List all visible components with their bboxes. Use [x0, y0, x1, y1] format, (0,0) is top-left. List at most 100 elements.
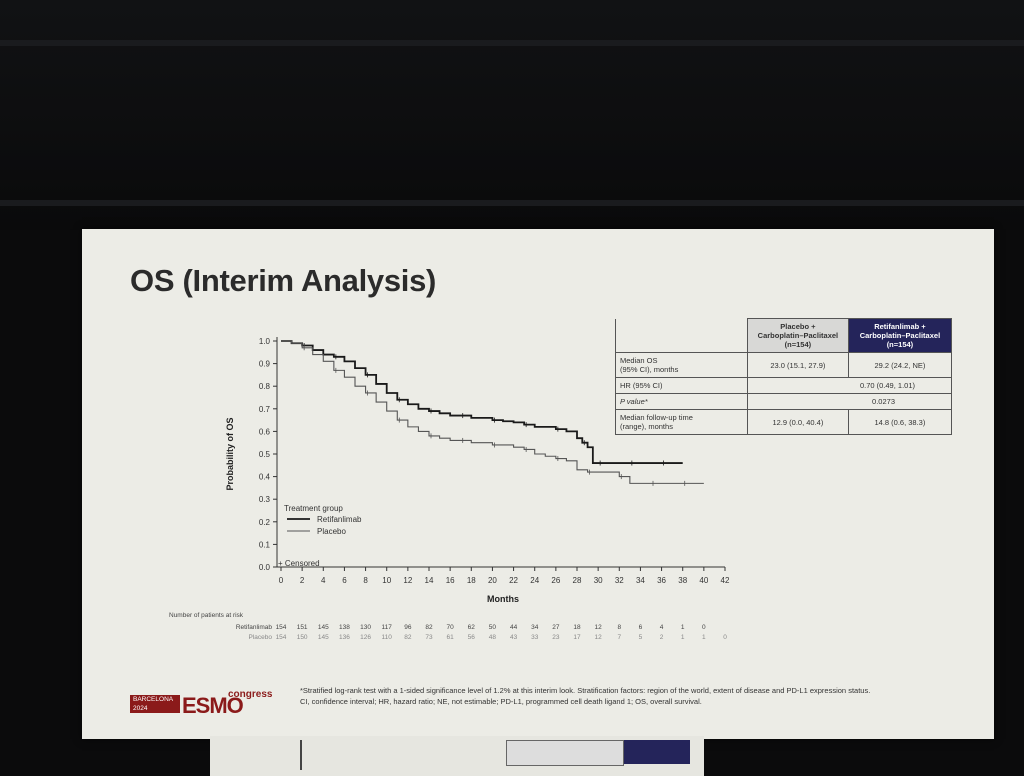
km-chart: 0.00.10.20.30.40.50.60.70.80.91.00 2 4 6 8 10…: [169, 337, 730, 641]
risk-value: 130: [360, 624, 371, 631]
logo-brand: ESMO: [182, 693, 244, 718]
footnote-line: CI, confidence interval; HR, hazard rati…: [300, 697, 702, 706]
risk-value: 43: [510, 634, 518, 641]
logo-year: 2024: [133, 705, 148, 712]
next-slide-preview: [210, 736, 704, 776]
risk-value: 82: [425, 624, 433, 631]
km-curve-retifanlimab: [281, 340, 683, 464]
legend-label: Placebo: [317, 527, 346, 536]
risk-value: 110: [382, 634, 393, 641]
value-retifanlimab: 29.2 (24.2, NE): [847, 352, 953, 378]
risk-value: 1: [702, 634, 706, 641]
x-tick-label: 20: [488, 576, 497, 585]
risk-value: 27: [552, 624, 560, 631]
legend-title: Treatment group: [284, 504, 343, 513]
risk-value: 136: [339, 634, 350, 641]
risk-value: 61: [447, 634, 455, 641]
risk-value: 154: [276, 634, 287, 641]
value-placebo: 23.0 (15.1, 27.9): [746, 352, 849, 378]
stats-table: Placebo + Carboplatin–Paclitaxel (n=154)…: [615, 318, 953, 435]
value-hr: 0.70 (0.49, 1.01): [746, 377, 953, 394]
risk-value: 17: [573, 634, 581, 641]
risk-value: 12: [595, 624, 603, 631]
stage-truss: [0, 200, 1024, 206]
y-tick-label: 0.1: [259, 540, 271, 549]
x-tick-label: 16: [446, 576, 455, 585]
risk-value: 96: [404, 624, 412, 631]
row-label: HR (95% CI): [615, 377, 748, 394]
x-tick-label: 34: [636, 576, 645, 585]
label-line: (range), months: [620, 422, 673, 431]
x-tick-label: 22: [509, 576, 518, 585]
hdr-line: (n=154): [886, 340, 914, 349]
risk-value: 154: [276, 624, 287, 631]
risk-value: 70: [447, 624, 455, 631]
risk-value: 145: [318, 624, 329, 631]
x-tick-label: 4: [321, 576, 326, 585]
risk-value: 150: [297, 634, 308, 641]
y-tick-label: 0.6: [259, 427, 271, 436]
risk-value: 151: [297, 624, 308, 631]
y-tick-label: 0.7: [259, 405, 271, 414]
risk-value: 6: [639, 624, 643, 631]
x-tick-label: 2: [300, 576, 305, 585]
risk-value: 138: [339, 624, 350, 631]
y-tick-label: 0.4: [259, 473, 271, 482]
km-curve-placebo: [281, 340, 704, 484]
logo-city: BARCELONA: [133, 696, 174, 703]
x-tick-label: 12: [403, 576, 412, 585]
risk-value: 2: [660, 634, 664, 641]
stats-row-hr: HR (95% CI) 0.70 (0.49, 1.01): [615, 377, 953, 394]
y-tick-label: 0.5: [259, 450, 271, 459]
risk-value: 73: [425, 634, 433, 641]
x-tick-label: 32: [615, 576, 624, 585]
hdr-line: Carboplatin–Paclitaxel: [859, 331, 941, 340]
value-retifanlimab: 14.8 (0.6, 38.3): [847, 409, 953, 435]
y-tick-label: 0.9: [259, 360, 271, 369]
slide-title: OS (Interim Analysis): [130, 263, 437, 298]
censored-label: + Censored: [278, 559, 320, 568]
label-line: Median follow-up time: [620, 413, 693, 422]
footnote-line: *Stratified log-rank test with a 1-sided…: [300, 686, 871, 695]
risk-value: 117: [382, 624, 393, 631]
logo-suffix: congress: [228, 689, 273, 700]
risk-value: 7: [617, 634, 621, 641]
preview-table-header: [624, 740, 690, 764]
logo-city-box: BARCELONA 2024: [130, 695, 180, 713]
stage-background: [0, 0, 1024, 230]
x-tick-label: 14: [425, 576, 434, 585]
x-tick-label: 30: [594, 576, 603, 585]
x-tick-label: 6: [342, 576, 347, 585]
stats-header-placebo: Placebo + Carboplatin–Paclitaxel (n=154): [746, 318, 849, 353]
risk-value: 0: [723, 634, 727, 641]
hdr-line: Carboplatin–Paclitaxel: [757, 331, 839, 340]
y-tick-label: 0.3: [259, 495, 271, 504]
risk-value: 34: [531, 624, 539, 631]
label-line: Median OS: [620, 356, 658, 365]
value-placebo: 12.9 (0.0, 40.4): [746, 409, 849, 435]
y-axis-title: Probability of OS: [225, 417, 235, 490]
risk-value: 56: [468, 634, 476, 641]
y-tick-label: 0.2: [259, 518, 271, 527]
risk-value: 8: [617, 624, 621, 631]
x-tick-label: 38: [678, 576, 687, 585]
x-tick-label: 36: [657, 576, 666, 585]
risk-value: 33: [531, 634, 539, 641]
risk-row-label: Retifanlimab: [236, 624, 273, 631]
risk-row-label: Placebo: [249, 634, 273, 641]
risk-value: 82: [404, 634, 412, 641]
preview-axis: [300, 740, 302, 770]
label-line: (95% CI), months: [620, 365, 679, 374]
risk-value: 48: [489, 634, 497, 641]
risk-value: 44: [510, 624, 518, 631]
risk-value: 62: [468, 624, 476, 631]
chart-axes: 0.00.10.20.30.40.50.60.70.80.91.00 2 4 6 8 10…: [225, 337, 730, 604]
risk-value: 145: [318, 634, 329, 641]
risk-title: Number of patients at risk: [169, 612, 244, 619]
x-tick-label: 24: [530, 576, 539, 585]
chart-curves: [281, 340, 704, 486]
risk-value: 18: [573, 624, 581, 631]
hdr-line: Retifanlimab +: [874, 322, 926, 331]
value-p: 0.0273: [746, 393, 953, 410]
legend-label: Retifanlimab: [317, 515, 362, 524]
